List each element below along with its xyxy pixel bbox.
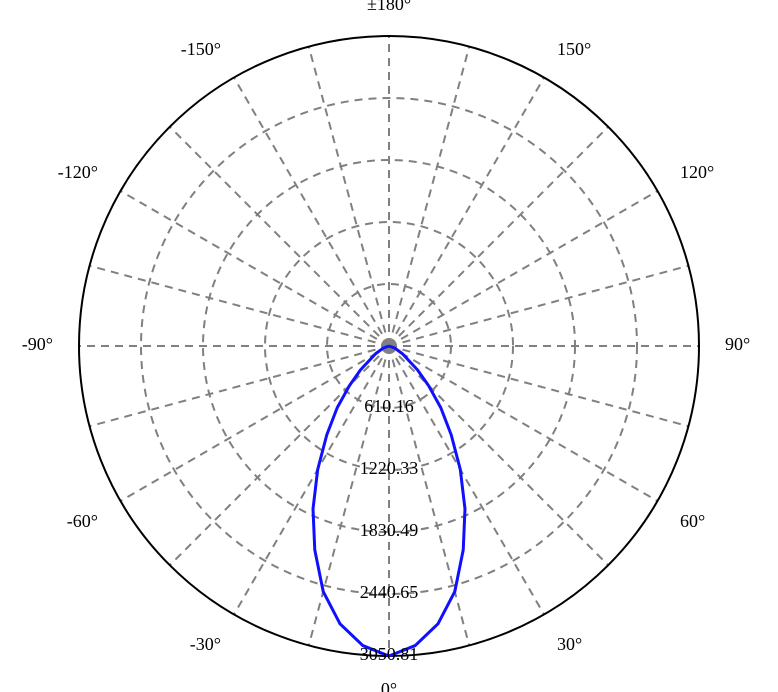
grid-spoke <box>234 346 389 614</box>
grid-spoke <box>389 346 657 501</box>
grid-spoke <box>121 191 389 346</box>
grid-spoke <box>389 47 469 346</box>
angle-label: 90° <box>725 334 750 354</box>
grid-spoke <box>170 346 389 565</box>
radial-label: 1220.33 <box>360 458 419 478</box>
grid-spoke <box>389 78 544 346</box>
grid-spoke <box>90 266 389 346</box>
angle-label: -120° <box>58 162 98 182</box>
angle-label: -150° <box>181 39 221 59</box>
radial-label: 1830.49 <box>360 520 419 540</box>
grid-spoke <box>389 346 544 614</box>
grid-spoke <box>170 127 389 346</box>
angle-label: ±180° <box>367 0 411 14</box>
angle-label: 30° <box>557 634 582 654</box>
grid-spoke <box>389 346 688 426</box>
grid-spoke <box>389 127 608 346</box>
grid-spoke <box>121 346 389 501</box>
angle-label: -60° <box>67 511 98 531</box>
grid-spoke <box>389 191 657 346</box>
grid-spoke <box>309 47 389 346</box>
polar-chart: ±180° -150° -120° -90° -60° -30° 0° 30° 60° 90° 12… <box>0 0 778 692</box>
angle-label: -90° <box>22 334 53 354</box>
grid-spoke <box>389 346 608 565</box>
grid-spoke <box>234 78 389 346</box>
angle-label: -30° <box>190 634 221 654</box>
radial-label: 2440.65 <box>360 582 419 602</box>
angle-label: 120° <box>680 162 714 182</box>
angle-label: 0° <box>381 679 397 692</box>
angle-label: 60° <box>680 511 705 531</box>
grid-spoke <box>90 346 389 426</box>
radial-label: 610.16 <box>364 396 414 416</box>
grid-spoke <box>389 266 688 346</box>
angle-label: 150° <box>557 39 591 59</box>
radial-label: 3050.81 <box>360 644 419 664</box>
